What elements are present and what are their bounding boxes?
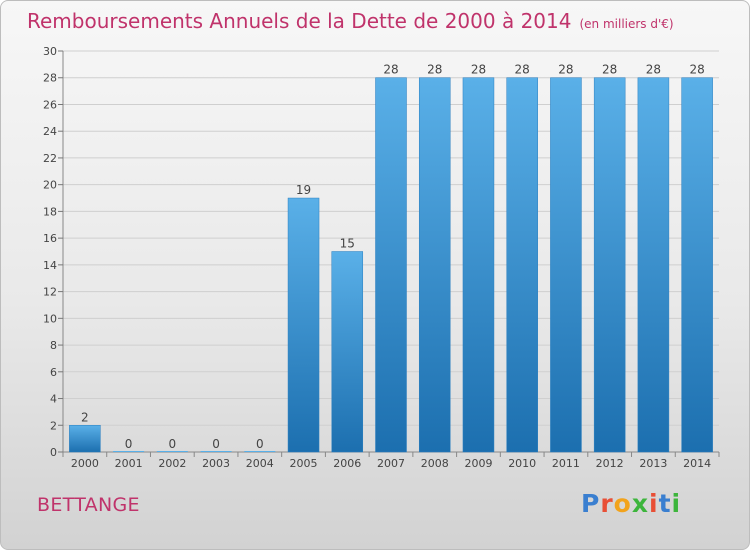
data-label: 2 (81, 410, 89, 424)
y-tick-label: 20 (43, 179, 57, 192)
y-tick-label: 12 (43, 286, 57, 299)
bar-2012 (593, 77, 626, 453)
unit-label: (en milliers d'€) (579, 17, 674, 31)
bar-2001 (113, 451, 145, 452)
x-tick-label: 2010 (508, 457, 536, 470)
bar-2006 (331, 251, 364, 453)
bar-2010 (506, 77, 538, 453)
bar-2008 (418, 77, 451, 453)
y-tick-label: 26 (43, 98, 57, 111)
data-label: 28 (602, 63, 617, 77)
bars: 2 0 0 0 0 19 15 28 28 28 28 28 28 28 28 (69, 63, 713, 453)
x-tick-label: 2006 (333, 457, 361, 470)
y-tick-label: 14 (43, 259, 57, 272)
proxiti-logo: Proxiti (581, 489, 681, 518)
title-text: Remboursements Annuels de la Dette de 20… (27, 9, 572, 33)
bar-2002 (156, 451, 188, 452)
data-label: 0 (169, 437, 177, 451)
logo-letter: o (613, 489, 632, 518)
data-label: 28 (383, 63, 398, 77)
data-label: 19 (296, 183, 311, 197)
data-label: 28 (689, 63, 704, 77)
x-tick-label: 2013 (639, 457, 667, 470)
data-label: 0 (212, 437, 220, 451)
y-tick-label: 30 (43, 45, 57, 58)
x-tick-label: 2007 (377, 457, 405, 470)
bar-2007 (375, 77, 407, 453)
data-label: 28 (471, 63, 486, 77)
x-tick-label: 2001 (115, 457, 143, 470)
bar-2003 (200, 451, 232, 452)
y-tick-label: 8 (50, 339, 57, 352)
x-tick-label: 2005 (290, 457, 318, 470)
data-label: 15 (340, 237, 355, 251)
x-tick-label: 2000 (71, 457, 99, 470)
y-tick-label: 2 (50, 419, 57, 432)
logo-letter: i (671, 489, 682, 518)
bar-2011 (550, 77, 582, 453)
data-label: 0 (256, 437, 264, 451)
y-tick-label: 22 (43, 152, 57, 165)
bar-2004 (244, 451, 276, 452)
x-axis-ticks: 2000 2001 2002 2003 2004 2005 2006 2007 2008 2009… (62, 452, 720, 470)
bar-2000 (69, 425, 101, 453)
chart-title: Remboursements Annuels de la Dette de 20… (27, 9, 674, 33)
y-tick-label: 6 (50, 366, 57, 379)
city-name: BETTANGE (37, 494, 140, 516)
logo-letter: r (600, 489, 614, 518)
y-tick-label: 18 (43, 205, 57, 218)
y-tick-label: 10 (43, 312, 57, 325)
y-tick-label: 24 (43, 125, 57, 138)
data-label: 28 (558, 63, 573, 77)
x-tick-label: 2008 (421, 457, 449, 470)
y-tick-label: 4 (50, 393, 57, 406)
x-tick-label: 2002 (158, 457, 186, 470)
x-tick-label: 2009 (464, 457, 492, 470)
bar-2009 (462, 77, 495, 453)
data-label: 28 (515, 63, 530, 77)
data-label: 28 (427, 63, 442, 77)
y-tick-label: 28 (43, 72, 57, 85)
bar-2013 (637, 77, 670, 453)
y-tick-label: 16 (43, 232, 57, 245)
x-tick-label: 2012 (596, 457, 624, 470)
x-tick-label: 2004 (246, 457, 274, 470)
data-label: 0 (125, 437, 133, 451)
x-tick-label: 2003 (202, 457, 230, 470)
logo-letter: i (649, 489, 659, 518)
y-tick-label: 0 (50, 446, 57, 459)
logo-letter: x (631, 489, 649, 518)
bar-2005 (287, 197, 320, 453)
x-tick-label: 2014 (683, 457, 711, 470)
data-label: 28 (646, 63, 661, 77)
logo-letter: t (658, 489, 672, 518)
x-tick-label: 2011 (552, 457, 580, 470)
logo-letter: P (581, 489, 601, 518)
bar-2014 (681, 77, 713, 453)
